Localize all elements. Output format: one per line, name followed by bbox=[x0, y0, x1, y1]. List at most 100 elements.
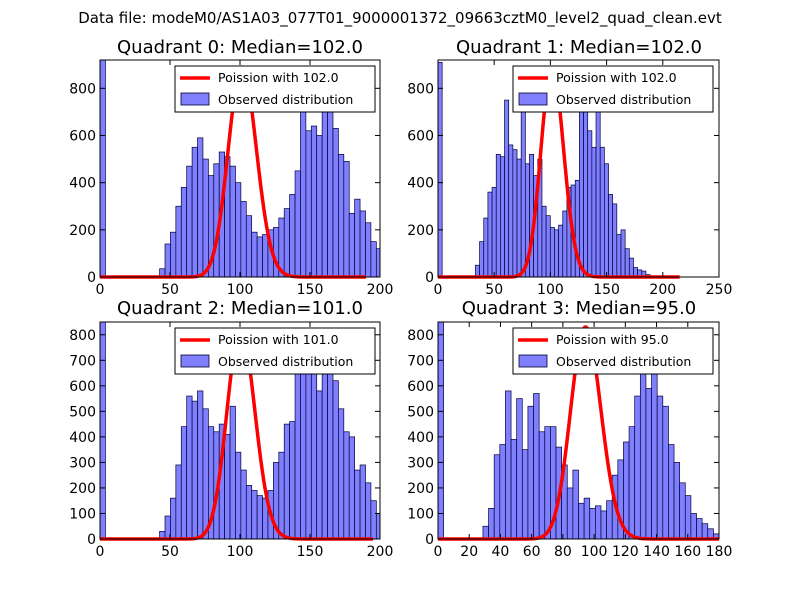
x-tick-label: 150 bbox=[297, 282, 324, 298]
histogram-bar bbox=[186, 395, 193, 540]
histogram-bar bbox=[512, 149, 518, 278]
y-tick-label: 400 bbox=[407, 176, 434, 192]
legend-line-label: Poission with 102.0 bbox=[218, 70, 339, 85]
y-tick-label: 600 bbox=[69, 379, 96, 395]
y-tick-label: 700 bbox=[407, 353, 434, 369]
histogram-bar bbox=[616, 234, 622, 278]
x-tick-label: 200 bbox=[649, 282, 676, 298]
y-tick-label: 300 bbox=[69, 455, 96, 471]
histogram-bar bbox=[348, 436, 355, 540]
histogram-bar bbox=[370, 241, 377, 278]
histogram-bar bbox=[191, 400, 198, 540]
histogram-bar bbox=[554, 229, 559, 278]
y-tick-label: 700 bbox=[69, 353, 96, 369]
legend-line-label: Poission with 101.0 bbox=[218, 332, 339, 347]
histogram-bar bbox=[566, 487, 574, 540]
histogram-bar bbox=[186, 165, 193, 278]
histogram-bar bbox=[690, 513, 697, 540]
histogram-bar bbox=[245, 485, 253, 540]
x-tick-label: 200 bbox=[367, 282, 394, 298]
histogram-bar bbox=[191, 146, 198, 278]
histogram-bar bbox=[504, 99, 510, 278]
y-tick-label: 200 bbox=[407, 481, 434, 497]
histogram-bar bbox=[251, 490, 258, 540]
histogram-bar bbox=[365, 222, 372, 278]
x-tick-label: 180 bbox=[706, 544, 733, 560]
histogram-bar bbox=[544, 426, 551, 540]
histogram-bar bbox=[623, 441, 630, 540]
histogram-bar bbox=[278, 451, 285, 540]
y-tick-label: 0 bbox=[425, 532, 434, 548]
x-tick-label: 0 bbox=[96, 282, 105, 298]
histogram-bar bbox=[197, 390, 204, 540]
y-tick-label: 400 bbox=[69, 430, 96, 446]
histogram-bar bbox=[338, 153, 345, 278]
histogram-bar bbox=[595, 95, 601, 278]
histogram-bar bbox=[375, 513, 381, 540]
histogram-bar bbox=[294, 170, 301, 278]
y-tick-label: 200 bbox=[69, 481, 96, 497]
x-tick-label: 100 bbox=[227, 544, 254, 560]
x-tick-label: 0 bbox=[434, 544, 443, 560]
y-tick-label: 600 bbox=[407, 128, 434, 144]
histogram-bar bbox=[558, 224, 564, 278]
panel-title: Quadrant 3: Median=95.0 bbox=[462, 298, 697, 319]
histogram-bar bbox=[499, 444, 506, 540]
histogram-bar bbox=[332, 128, 339, 278]
histogram-bar bbox=[170, 231, 177, 278]
y-tick-label: 800 bbox=[69, 328, 96, 344]
histogram-bar bbox=[500, 156, 505, 278]
histogram-bar bbox=[578, 502, 585, 540]
histogram-bar bbox=[668, 444, 675, 540]
histogram-bar bbox=[375, 248, 381, 278]
x-tick-label: 100 bbox=[581, 544, 608, 560]
histogram-bar bbox=[545, 215, 551, 278]
legend-bar-label: Observed distribution bbox=[556, 354, 691, 369]
histogram-bar bbox=[202, 158, 209, 278]
histogram-bar bbox=[662, 405, 669, 540]
histogram-bar bbox=[527, 405, 534, 540]
histogram-bar bbox=[180, 426, 188, 540]
y-tick-label: 500 bbox=[69, 404, 96, 420]
histogram-bar bbox=[289, 421, 296, 540]
axes-frame bbox=[437, 59, 720, 278]
histogram-bar bbox=[516, 398, 523, 540]
histogram-bar bbox=[479, 241, 485, 278]
y-tick-label: 0 bbox=[87, 532, 96, 548]
histogram-bar bbox=[612, 203, 618, 278]
histogram-bar bbox=[197, 137, 204, 278]
y-tick-label: 800 bbox=[407, 328, 434, 344]
histogram-bar bbox=[679, 482, 686, 540]
histogram-bar bbox=[508, 144, 514, 278]
figure-suptitle: Data file: modeM0/AS1A03_077T01_90000013… bbox=[78, 9, 722, 28]
y-tick-label: 100 bbox=[407, 506, 434, 522]
legend: Poission with 102.0 Observed distributio… bbox=[174, 65, 376, 113]
histogram-bar bbox=[656, 395, 664, 540]
legend-bar-swatch bbox=[518, 92, 548, 106]
histogram-bar bbox=[562, 210, 568, 278]
x-tick-label: 0 bbox=[96, 544, 105, 560]
histogram-bar bbox=[475, 264, 480, 278]
histogram-bar bbox=[673, 462, 681, 540]
legend-bar-label: Observed distribution bbox=[218, 92, 353, 107]
y-tick-label: 200 bbox=[69, 223, 96, 239]
histogram-bar bbox=[701, 523, 709, 540]
y-tick-label: 100 bbox=[69, 506, 96, 522]
histogram-bar bbox=[495, 153, 501, 278]
histogram-bar bbox=[696, 518, 703, 540]
legend-bar-swatch bbox=[180, 354, 210, 368]
histogram-bar bbox=[202, 408, 209, 540]
x-tick-label: 50 bbox=[485, 282, 503, 298]
histogram-bar bbox=[262, 234, 269, 278]
histogram-bar bbox=[437, 321, 444, 540]
x-tick-label: 40 bbox=[492, 544, 510, 560]
histogram-bar bbox=[634, 395, 641, 540]
histogram-bar bbox=[541, 205, 547, 278]
histogram-bar bbox=[491, 187, 497, 278]
histogram-bar bbox=[99, 59, 106, 278]
histogram-bar bbox=[370, 500, 377, 540]
histogram-bar bbox=[583, 87, 589, 278]
plot-area: 0 50 100 150 200 250 0 200 400 600 800 bbox=[407, 59, 732, 298]
histogram-bar bbox=[620, 229, 626, 278]
